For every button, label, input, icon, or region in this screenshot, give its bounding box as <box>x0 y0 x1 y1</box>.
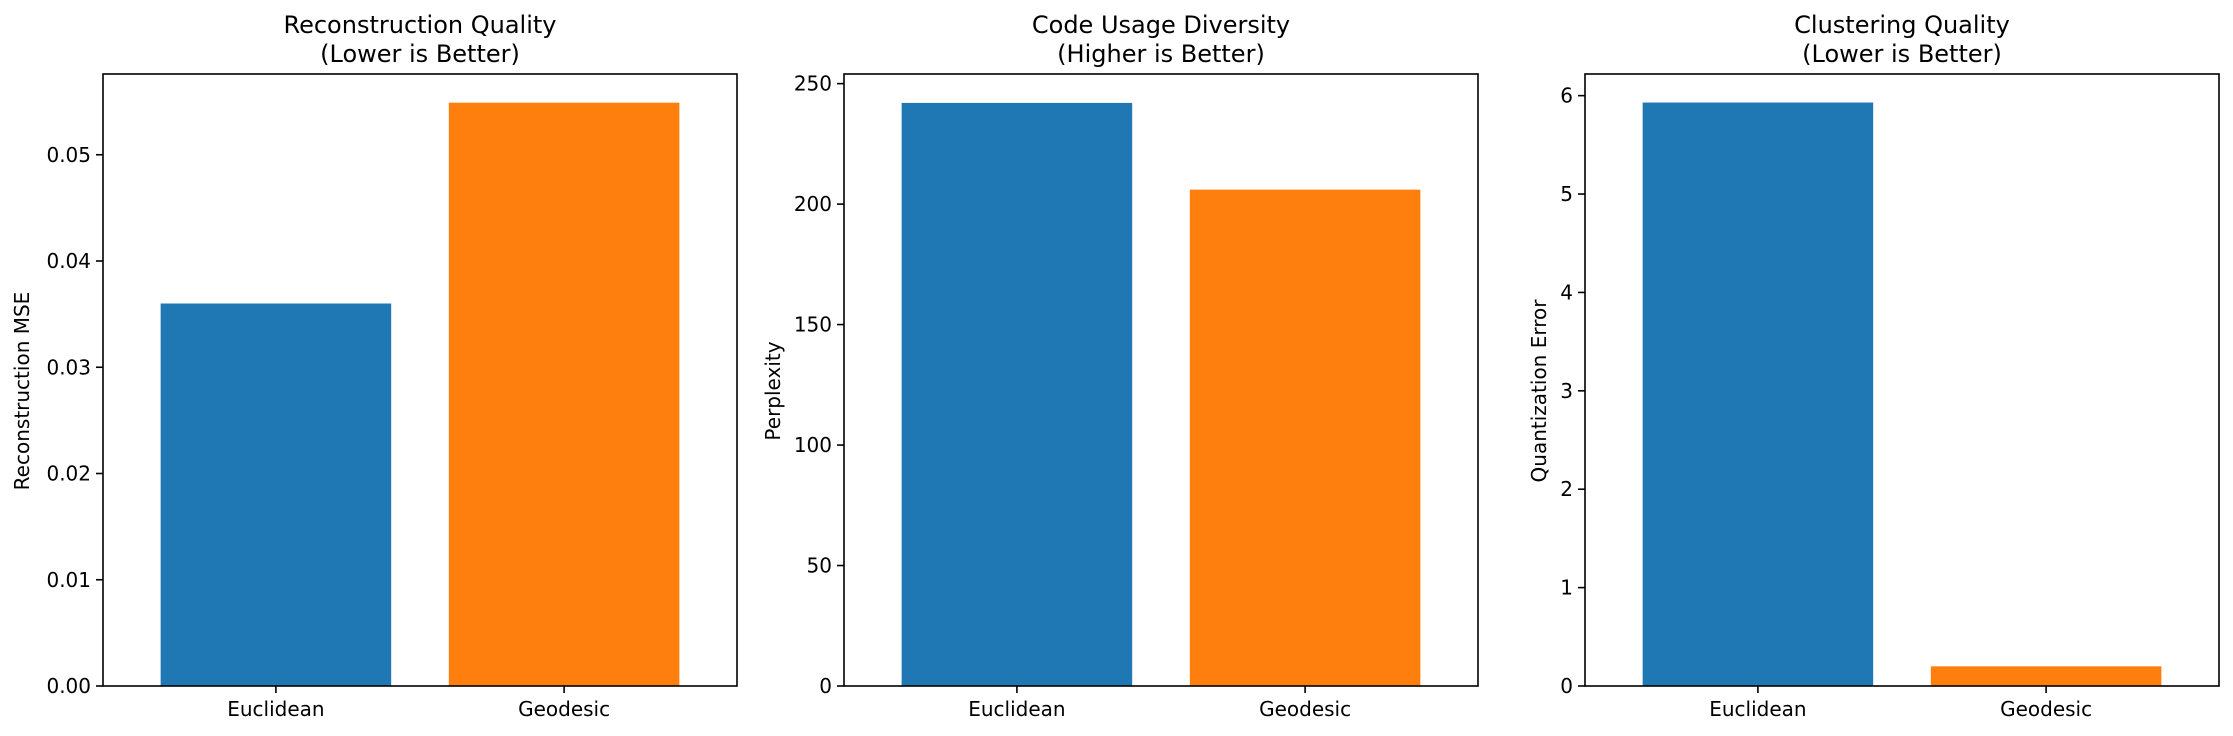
y-ticks: 0 1 2 3 4 5 6 <box>1560 84 1585 698</box>
y-tick-label: 4 <box>1560 280 1573 304</box>
y-ticks: 0.00 0.01 0.02 0.03 0.04 0.05 <box>46 143 103 698</box>
y-ticks: 0 50 100 150 200 250 <box>794 72 844 698</box>
bars <box>1642 102 2162 687</box>
chart-subtitle: (Lower is Better) <box>1802 40 2002 68</box>
chart-panel-reconstruction-quality: Reconstruction Quality (Lower is Better)… <box>10 11 738 721</box>
y-tick-label: 0.02 <box>46 462 91 486</box>
chart-title: Clustering Quality <box>1794 11 2010 39</box>
chart-title: Code Usage Diversity <box>1032 11 1290 39</box>
y-axis-label: Reconstruction MSE <box>10 292 34 491</box>
y-tick-label: 100 <box>794 433 832 457</box>
bar-euclidean <box>160 303 392 686</box>
y-tick-label: 50 <box>807 554 832 578</box>
y-tick-label: 6 <box>1560 84 1573 108</box>
x-tick-label-euclidean: Euclidean <box>968 697 1065 721</box>
y-tick-label: 3 <box>1560 379 1573 403</box>
x-ticks: Euclidean Geodesic <box>968 686 1351 721</box>
y-tick-label: 150 <box>794 313 832 337</box>
bar-euclidean <box>1642 102 1874 687</box>
y-tick-label: 0.01 <box>46 568 91 592</box>
x-ticks: Euclidean Geodesic <box>227 686 610 721</box>
x-tick-label-geodesic: Geodesic <box>518 697 610 721</box>
y-tick-label: 0.04 <box>46 249 91 273</box>
y-tick-label: 200 <box>794 192 832 216</box>
y-tick-label: 2 <box>1560 477 1573 501</box>
y-tick-label: 0 <box>819 674 832 698</box>
chart-panel-code-usage-diversity: Code Usage Diversity (Higher is Better) … <box>761 11 1479 721</box>
y-tick-label: 250 <box>794 72 832 96</box>
chart-panel-clustering-quality: Clustering Quality (Lower is Better) Qua… <box>1527 11 2220 721</box>
x-tick-label-geodesic: Geodesic <box>2000 697 2092 721</box>
y-tick-label: 0.05 <box>46 143 91 167</box>
plot-frame <box>102 73 738 687</box>
x-tick-label-euclidean: Euclidean <box>1709 697 1806 721</box>
chart-subtitle: (Lower is Better) <box>320 40 520 68</box>
plot-frame <box>1584 73 2220 687</box>
y-tick-label: 0.00 <box>46 674 91 698</box>
y-tick-label: 1 <box>1560 576 1573 600</box>
bars <box>901 102 1421 686</box>
y-tick-label: 0 <box>1560 674 1573 698</box>
bar-geodesic <box>1189 189 1421 686</box>
x-tick-label-geodesic: Geodesic <box>1259 697 1351 721</box>
bars <box>160 102 680 686</box>
bar-geodesic <box>448 102 680 686</box>
y-tick-label: 0.03 <box>46 355 91 379</box>
bar-geodesic <box>1930 666 2162 686</box>
chart-subtitle: (Higher is Better) <box>1057 40 1265 68</box>
y-tick-label: 5 <box>1560 182 1573 206</box>
x-tick-label-euclidean: Euclidean <box>227 697 324 721</box>
y-axis-label: Quantization Error <box>1527 299 1551 483</box>
bar-euclidean <box>901 102 1133 686</box>
plot-frame <box>843 73 1479 687</box>
chart-title: Reconstruction Quality <box>284 11 557 39</box>
y-axis-label: Perplexity <box>761 341 785 440</box>
x-ticks: Euclidean Geodesic <box>1709 686 2092 721</box>
